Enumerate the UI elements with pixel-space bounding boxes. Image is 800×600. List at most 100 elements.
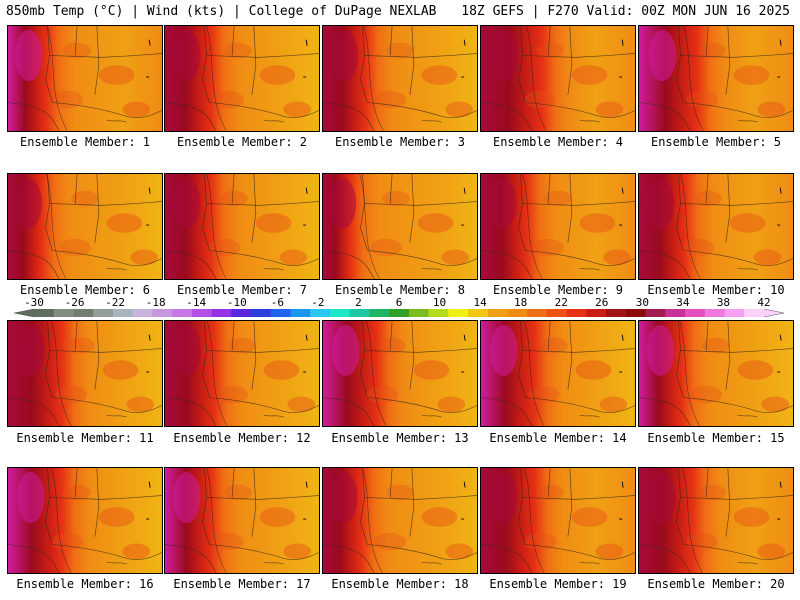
boundary-line xyxy=(8,544,60,573)
boundary-line xyxy=(94,26,100,95)
warm-patch xyxy=(106,213,143,233)
temperature-map xyxy=(639,174,793,279)
colorbar-swatch xyxy=(468,309,489,317)
boundary-line xyxy=(705,26,709,56)
warm-patch xyxy=(761,396,790,413)
ensemble-member-label: Ensemble Member: 16 xyxy=(16,577,154,591)
wind-barb xyxy=(146,334,151,373)
warm-patch xyxy=(690,385,722,404)
warm-patch xyxy=(98,507,135,527)
boundary-line xyxy=(481,397,533,426)
warm-patch xyxy=(528,385,560,404)
boundary-line xyxy=(518,321,526,398)
wind-barb xyxy=(146,481,151,520)
boundary-line xyxy=(364,201,477,206)
colorbar-swatch xyxy=(329,309,351,317)
ensemble-member-label: Ensemble Member: 9 xyxy=(492,283,624,297)
boundary-line xyxy=(45,321,53,398)
warm-patch xyxy=(686,90,718,109)
boundary-line xyxy=(567,321,573,390)
ensemble-panel xyxy=(480,467,636,574)
colorbar-tick-label: -22 xyxy=(105,296,125,309)
boundary-line xyxy=(481,544,533,573)
boundary-line xyxy=(263,267,284,271)
warm-patch xyxy=(67,337,95,354)
colorbar-swatch xyxy=(704,309,725,317)
heat-core xyxy=(172,471,201,523)
boundary-line xyxy=(389,468,393,498)
boundary-line xyxy=(165,102,217,131)
boundary-line xyxy=(74,468,78,498)
warm-patch xyxy=(224,484,252,501)
boundary-line xyxy=(52,544,162,560)
colorbar-tick-label: 10 xyxy=(433,296,446,309)
isotherm-contour xyxy=(51,468,72,573)
boundary-line xyxy=(421,414,442,418)
temperature-map xyxy=(323,174,477,279)
colorbar-swatch xyxy=(191,309,212,317)
boundary-line xyxy=(639,102,691,131)
ensemble-member-label: Ensemble Member: 13 xyxy=(331,431,469,445)
ensemble-panel xyxy=(638,467,794,574)
colorbar-tick-label: 22 xyxy=(555,296,568,309)
boundary-line xyxy=(106,267,127,271)
boundary-line xyxy=(94,321,100,390)
isotherm-contour xyxy=(524,468,545,573)
heat-core xyxy=(330,29,359,81)
isotherm-contour xyxy=(46,174,67,279)
colorbar-swatch xyxy=(724,309,745,317)
boundary-line xyxy=(323,102,375,131)
boundary-line xyxy=(421,119,442,123)
warm-patch xyxy=(753,249,782,266)
boundary-line xyxy=(567,26,573,95)
warm-patch xyxy=(122,101,151,118)
isotherm-contour xyxy=(680,174,701,279)
colorbar-swatch xyxy=(487,309,508,317)
wind-barb xyxy=(619,334,624,373)
warm-patch xyxy=(216,385,248,404)
warm-patch xyxy=(575,360,612,380)
temperature-map xyxy=(165,321,319,426)
boundary-line xyxy=(567,468,573,537)
ensemble-member-label: Ensemble Member: 20 xyxy=(647,577,785,591)
boundary-line xyxy=(367,397,477,413)
isotherm-contour xyxy=(359,174,380,279)
warm-patch xyxy=(698,42,726,59)
boundary-line xyxy=(579,414,600,418)
boundary-line xyxy=(525,250,635,266)
boundary-line xyxy=(263,414,284,418)
boundary-line xyxy=(45,174,53,251)
temperature-map xyxy=(323,26,477,131)
warm-patch xyxy=(599,396,628,413)
boundary-line xyxy=(45,26,53,103)
warm-patch xyxy=(212,532,244,551)
warm-patch xyxy=(595,101,624,118)
boundary-line xyxy=(409,26,415,95)
isotherm-contour xyxy=(679,321,700,426)
boundary-line xyxy=(522,53,635,58)
boundary-line xyxy=(683,544,793,560)
isotherm-contour xyxy=(206,174,227,279)
heat-core xyxy=(490,29,519,81)
boundary-line xyxy=(525,544,635,560)
ensemble-panel xyxy=(7,25,163,132)
boundary-line xyxy=(106,414,127,418)
warm-patch xyxy=(55,385,87,404)
colorbar-swatch xyxy=(270,309,291,317)
ensemble-panel xyxy=(164,467,320,574)
warm-patch xyxy=(421,507,458,527)
boundary-line xyxy=(676,321,684,398)
ensemble-panel xyxy=(480,320,636,427)
heat-core xyxy=(16,471,45,523)
warm-patch xyxy=(63,484,91,501)
map-title: 850mb Temp (°C) | Wind (kts) | College o… xyxy=(6,4,437,19)
boundary-line xyxy=(421,267,442,271)
warm-patch xyxy=(130,249,159,266)
heat-core xyxy=(646,177,675,229)
boundary-line xyxy=(251,174,257,243)
temperature-map xyxy=(8,174,162,279)
colorbar-tick-label: 42 xyxy=(757,296,770,309)
boundary-line xyxy=(547,174,551,204)
heat-core xyxy=(14,29,43,81)
boundary-line xyxy=(639,544,691,573)
